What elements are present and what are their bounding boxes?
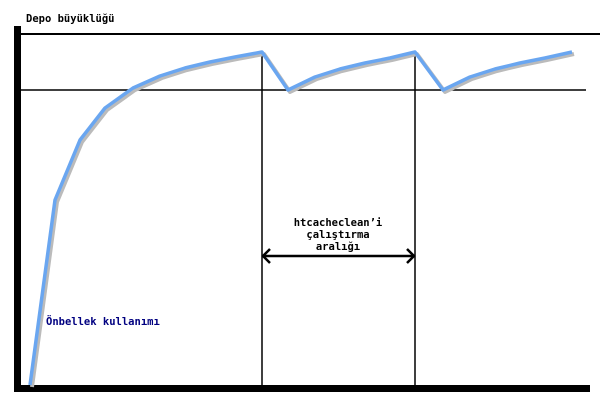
interval-label-line-2: çalıştırma [306, 229, 369, 241]
cache-usage-curve-shadow [30, 52, 575, 388]
x-axis [14, 385, 590, 392]
y-axis [14, 26, 21, 392]
interval-label-line-1: htcacheclean’i [294, 217, 383, 229]
interval-arrow [261, 248, 416, 264]
interval-label-line-3: aralığı [316, 241, 360, 253]
y-axis-label: Depo büyüklüğü [26, 13, 115, 25]
cache-usage-curve [28, 50, 573, 386]
curve-label: Önbellek kullanımı [46, 314, 160, 328]
